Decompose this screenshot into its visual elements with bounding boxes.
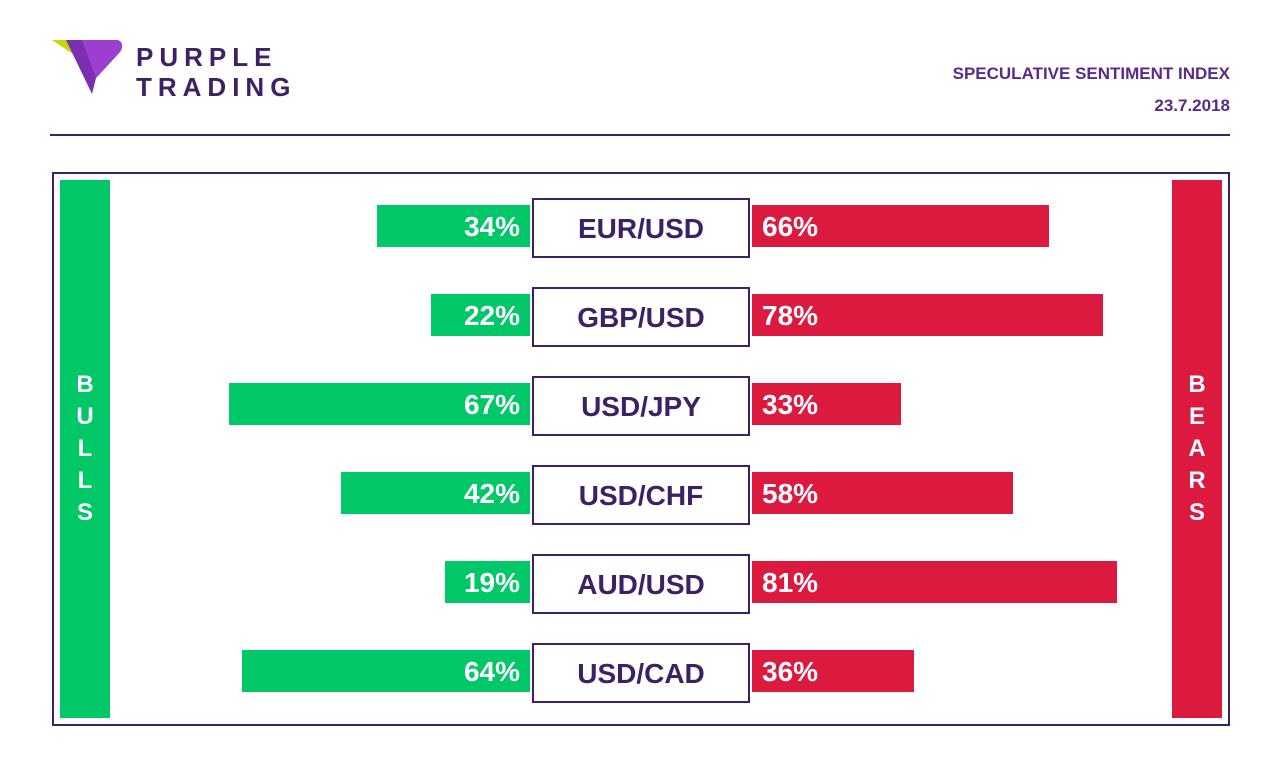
currency-pair-label: USD/CAD <box>532 643 750 703</box>
bears-bar: 36% <box>752 650 914 692</box>
bulls-bar: 22% <box>431 294 530 336</box>
brand-name-line1: PURPLE <box>136 42 278 72</box>
bears-letter: S <box>1188 499 1205 526</box>
purple-triangle-logo-icon <box>52 40 123 94</box>
currency-pair-label: EUR/USD <box>532 198 750 258</box>
bears-bar: 33% <box>752 383 901 425</box>
bears-letter: R <box>1188 467 1206 494</box>
brand-logo-icon <box>52 38 124 103</box>
bulls-letter: B <box>76 371 94 398</box>
bulls-letter: L <box>77 467 93 494</box>
currency-pair-label: USD/CHF <box>532 465 750 525</box>
header-divider <box>50 134 1230 136</box>
bulls-bar: 67% <box>228 383 530 425</box>
bulls-letter: S <box>76 499 93 526</box>
bulls-letter: U <box>76 403 94 430</box>
bears-letter: B <box>1188 371 1206 398</box>
brand-name-line2: TRADING <box>136 72 297 102</box>
bears-bar: 81% <box>752 561 1117 603</box>
bulls-letter: L <box>77 435 93 462</box>
brand-name: PURPLE TRADING <box>136 42 296 102</box>
bears-letter: E <box>1188 403 1205 430</box>
currency-pair-label: USD/JPY <box>532 376 750 436</box>
currency-pair-label: GBP/USD <box>532 287 750 347</box>
header-info: SPECULATIVE SENTIMENT INDEX 23.7.2018 <box>953 58 1230 122</box>
chart-frame <box>52 172 1230 726</box>
bulls-bar: 19% <box>444 561 530 603</box>
bears-bar: 58% <box>752 472 1013 514</box>
bulls-bar: 34% <box>377 205 530 247</box>
bulls-bar: 64% <box>242 650 530 692</box>
page-title: SPECULATIVE SENTIMENT INDEX <box>952 64 1230 83</box>
report-date: 23.7.2018 <box>1154 96 1230 115</box>
bulls-bar: 42% <box>341 472 530 514</box>
bears-bar: 66% <box>752 205 1049 247</box>
bears-bar: 78% <box>752 294 1103 336</box>
bears-letter: A <box>1188 435 1206 462</box>
currency-pair-label: AUD/USD <box>532 554 750 614</box>
